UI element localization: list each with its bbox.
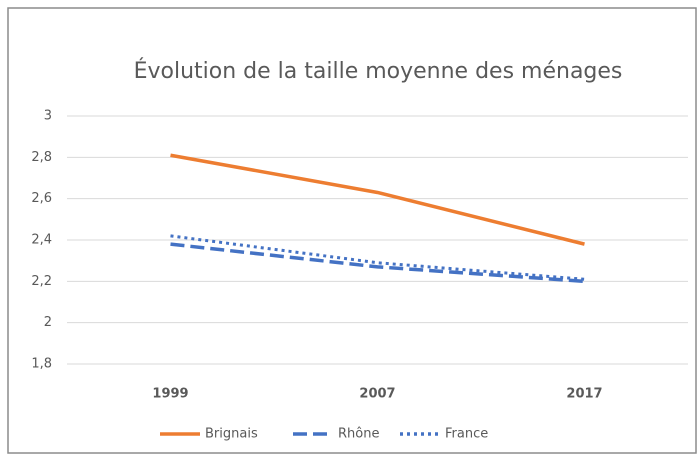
x-tick-label: 2017 xyxy=(566,387,602,402)
y-tick-label: 2 xyxy=(44,315,52,330)
y-tick-label: 3 xyxy=(44,109,52,124)
series-line xyxy=(170,242,585,284)
x-tick-label: 2007 xyxy=(359,387,395,402)
legend-label: Rhône xyxy=(338,427,379,442)
legend-label: France xyxy=(445,427,488,442)
y-tick-label: 2,8 xyxy=(31,150,52,165)
y-tick-label: 2,2 xyxy=(31,274,52,289)
legend-label: Brignais xyxy=(205,427,258,442)
chart-border xyxy=(7,7,697,454)
series-line xyxy=(170,153,585,246)
y-tick-label: 1,8 xyxy=(31,357,52,372)
x-tick-label: 1999 xyxy=(152,387,188,402)
y-tick-label: 2,6 xyxy=(31,191,52,206)
y-tick-label: 2,4 xyxy=(31,233,52,248)
chart-title: Évolution de la taille moyenne des ménag… xyxy=(134,58,623,84)
